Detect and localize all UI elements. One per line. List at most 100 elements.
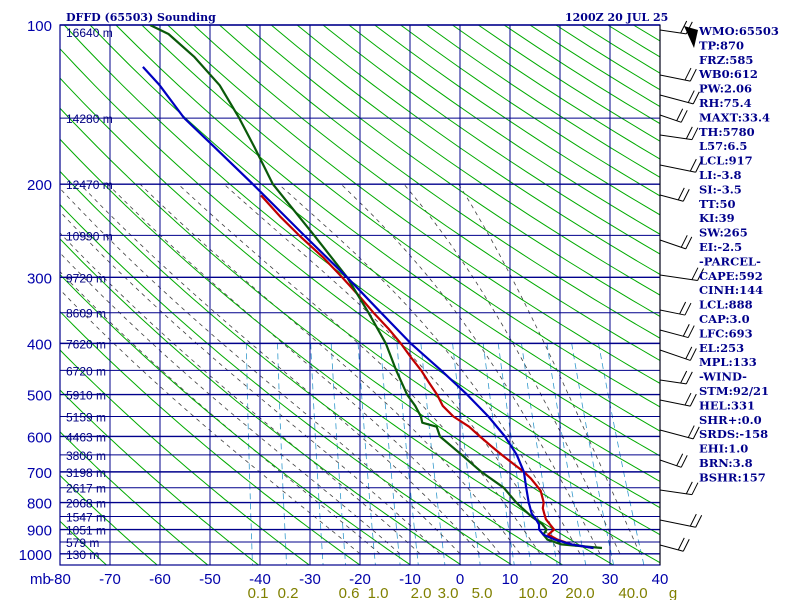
dry-adiabat-line <box>60 520 107 565</box>
mixing-ratio-label: 1.0 <box>368 585 389 600</box>
temperature-tick-label: 40 <box>652 571 669 588</box>
height-label: 130 m <box>66 548 99 562</box>
index-entry: BSHR:157 <box>699 470 766 484</box>
wind-barb-feather <box>689 513 697 527</box>
height-label: 2068 m <box>66 497 106 511</box>
height-label: 579 m <box>66 536 99 550</box>
y-axis-label: mb <box>30 571 51 588</box>
pressure-tick-label: 100 <box>27 18 52 35</box>
dry-adiabat-line <box>60 48 660 509</box>
index-entry: MAXT:33.4 <box>699 110 770 124</box>
height-label: 1547 m <box>66 510 106 524</box>
wind-barb-feather <box>682 189 690 202</box>
dry-adiabats <box>60 25 660 565</box>
height-label: 12470 m <box>66 178 113 192</box>
index-entry: EI:-2.5 <box>699 240 742 254</box>
wind-barbs <box>659 20 705 565</box>
parcel-line <box>142 66 594 550</box>
height-label: 3806 m <box>66 449 106 463</box>
index-entry: SRDS:-158 <box>699 427 768 441</box>
wind-barb-staff <box>659 194 684 202</box>
height-label: 2617 m <box>66 482 106 496</box>
chart-datetime: 1200Z 20 JUL 25 <box>565 11 668 24</box>
wind-barb-feather <box>680 370 688 384</box>
dry-adiabat-line <box>60 310 361 565</box>
mixing-ratio-line <box>330 343 346 565</box>
index-entry: KI:39 <box>699 211 735 225</box>
wind-barb-staff <box>659 164 696 173</box>
dry-adiabat-line <box>60 138 614 565</box>
wind-barb-feather <box>677 187 685 201</box>
mixing-ratio-label: 20.0 <box>565 585 594 600</box>
height-label: 6720 m <box>66 364 106 378</box>
wind-barb-staff <box>659 544 684 552</box>
mixing-ratio-label: 5.0 <box>472 585 493 600</box>
pressure-tick-label: 500 <box>27 388 52 405</box>
mixing-ratio-line <box>396 343 419 565</box>
moist-adiabat-line <box>60 252 401 555</box>
wind-barb-feather <box>692 426 700 440</box>
temperature-tick-label: 0 <box>456 571 464 588</box>
dry-adiabat-line <box>141 25 660 408</box>
dry-adiabat-line <box>60 107 660 564</box>
mixing-ratio-label: g <box>669 585 677 600</box>
mixing-ratio-line <box>497 343 532 565</box>
wind-barb-feather <box>684 302 692 316</box>
index-entry: FRZ:585 <box>699 53 753 67</box>
wind-barb-feather <box>689 393 697 407</box>
index-entry: LI:-3.8 <box>699 168 742 182</box>
dry-adiabat-line <box>60 170 563 565</box>
mixing-ratio-line <box>310 343 324 565</box>
height-label: 1051 m <box>66 524 106 538</box>
index-entry: SHR+:0.0 <box>699 413 762 427</box>
wind-barb-feather <box>689 68 697 82</box>
wind-barb-staff <box>659 309 686 316</box>
wind-barb-feather <box>685 126 693 140</box>
dry-adiabat-line <box>63 25 660 482</box>
index-entry: WMO:65503 <box>698 24 779 38</box>
wind-barb-feather <box>685 236 693 250</box>
wind-barb-feather <box>691 127 699 140</box>
temperature-line <box>260 194 594 550</box>
temperature-tick-label: -10 <box>399 571 421 588</box>
wind-barb-staff <box>659 94 694 105</box>
mixing-ratio-line <box>482 343 515 565</box>
wind-barb-feather <box>676 453 684 466</box>
wind-barb-feather <box>682 324 690 337</box>
index-entry: BRN:3.8 <box>699 456 753 470</box>
mixing-ratio-label: 40.0 <box>618 585 647 600</box>
wind-barb-feather <box>687 425 695 438</box>
wind-barb-feather <box>697 268 705 281</box>
height-label: 5159 m <box>66 411 106 425</box>
height-label: 3198 m <box>66 466 106 480</box>
pressure-tick-label: 400 <box>27 336 52 353</box>
wind-barb-feather <box>687 325 695 338</box>
wind-barb-staff <box>659 274 698 281</box>
temperature-tick-label: -60 <box>149 571 171 588</box>
index-entry: EL:253 <box>699 341 744 355</box>
height-label: 10990 m <box>66 229 113 243</box>
temperature-tick-label: -80 <box>49 571 71 588</box>
temperature-tick-label: -50 <box>199 571 221 588</box>
index-entry: L57:6.5 <box>699 139 747 153</box>
wind-pennant <box>684 26 698 48</box>
mixing-ratio-label: 0.6 <box>339 585 360 600</box>
dry-adiabat-line <box>60 77 660 536</box>
index-entry: PW:2.06 <box>699 82 752 96</box>
wind-barb-feather <box>684 67 692 81</box>
dry-adiabat-line <box>219 25 660 339</box>
pressure-tick-label: 1000 <box>19 547 52 564</box>
chart-title: DFFD (65503) Sounding <box>66 11 216 24</box>
wind-barb-feather <box>692 91 700 105</box>
index-entry: SI:-3.5 <box>699 182 742 196</box>
wind-barb-feather <box>685 481 693 495</box>
index-entry: LFC:693 <box>699 326 753 340</box>
index-entry: CAP:3.0 <box>699 312 750 326</box>
mixing-ratio-label: 10.0 <box>518 585 547 600</box>
mixing-ratio-label: 3.0 <box>438 585 459 600</box>
mixing-ratio-line <box>420 343 446 565</box>
wind-barb-feather <box>695 160 703 173</box>
mixing-ratio-line <box>277 343 287 565</box>
index-entry: MPL:133 <box>699 355 757 369</box>
dry-adiabat-line <box>60 389 259 565</box>
